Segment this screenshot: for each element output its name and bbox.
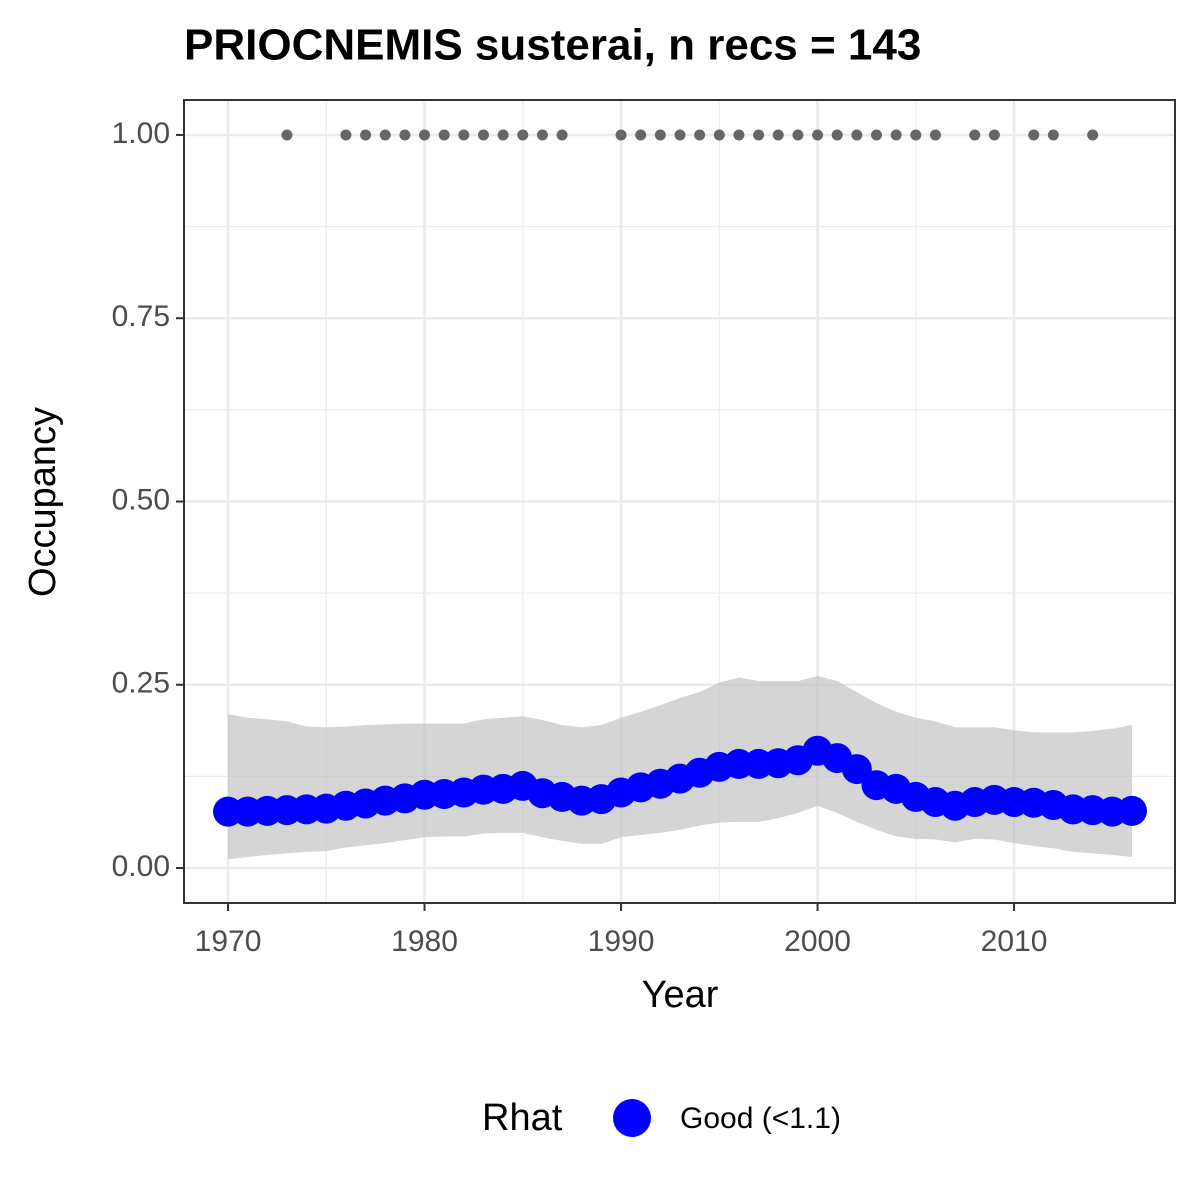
- x-axis-label: Year: [642, 974, 719, 1016]
- observed-point: [497, 129, 509, 141]
- y-tick-label: 0.25: [112, 667, 170, 700]
- x-tick-label: 1980: [391, 925, 458, 958]
- observed-point: [890, 129, 902, 141]
- observed-point: [772, 129, 784, 141]
- observed-point: [1028, 129, 1040, 141]
- x-tick-label: 2000: [784, 925, 851, 958]
- observed-point: [360, 129, 372, 141]
- observed-point: [458, 129, 470, 141]
- observed-point: [419, 129, 431, 141]
- observed-point: [517, 129, 529, 141]
- y-tick-label: 0.75: [112, 300, 170, 333]
- y-axis-label: Occupancy: [22, 407, 64, 597]
- legend-key: [613, 1099, 651, 1137]
- series-point: [1116, 795, 1147, 826]
- observed-point: [281, 129, 293, 141]
- observed-point: [792, 129, 804, 141]
- observed-point: [556, 129, 568, 141]
- observed-point: [615, 129, 627, 141]
- observed-point: [379, 129, 391, 141]
- panel-border: [183, 99, 1176, 904]
- observed-point: [694, 129, 706, 141]
- legend-label: Good (<1.1): [680, 1102, 841, 1135]
- legend-title: Rhat: [482, 1097, 563, 1139]
- observed-point: [654, 129, 666, 141]
- observed-point: [340, 129, 352, 141]
- observed-point: [910, 129, 922, 141]
- observed-point: [812, 129, 824, 141]
- observed-point: [438, 129, 450, 141]
- observed-point: [1047, 129, 1059, 141]
- y-tick-label: 1.00: [112, 117, 170, 150]
- observed-point: [713, 129, 725, 141]
- x-tick-label: 1990: [588, 925, 655, 958]
- x-tick-label: 2010: [981, 925, 1048, 958]
- x-tick-label: 1970: [195, 925, 262, 958]
- observed-point: [929, 129, 941, 141]
- observed-point: [635, 129, 647, 141]
- observed-point: [988, 129, 1000, 141]
- y-tick-label: 0.00: [112, 850, 170, 883]
- observed-point: [969, 129, 981, 141]
- observed-point: [753, 129, 765, 141]
- observed-point: [871, 129, 883, 141]
- chart-title: PRIOCNEMIS susterai, n recs = 143: [184, 21, 921, 70]
- observed-point: [733, 129, 745, 141]
- y-tick-label: 0.50: [112, 483, 170, 516]
- observed-point: [831, 129, 843, 141]
- observed-point: [536, 129, 548, 141]
- observed-point: [851, 129, 863, 141]
- observed-point: [1087, 129, 1099, 141]
- observed-point: [674, 129, 686, 141]
- observed-point: [477, 129, 489, 141]
- observed-point: [399, 129, 411, 141]
